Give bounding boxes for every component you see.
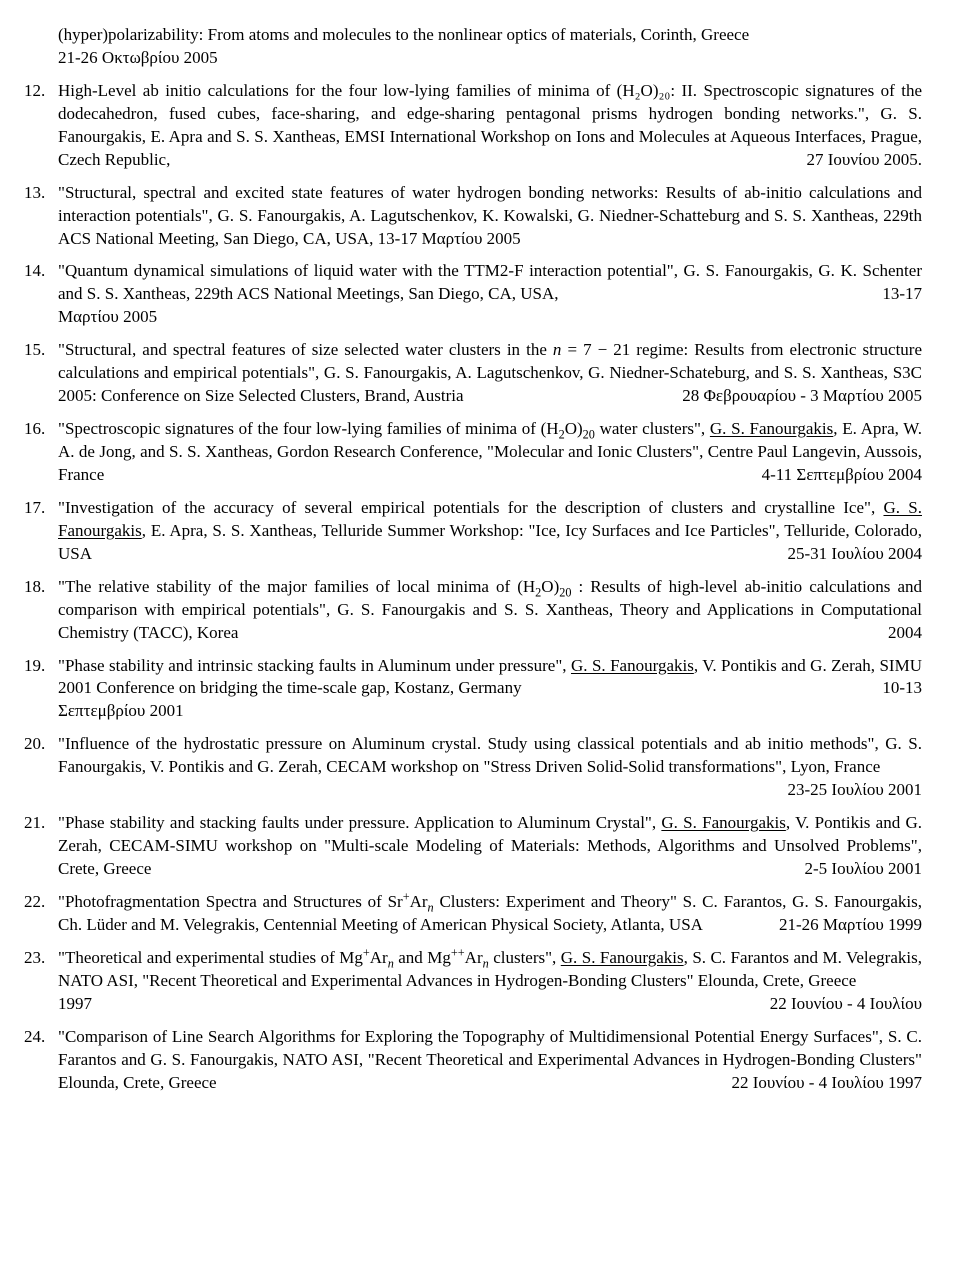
ref-date: 13-17 xyxy=(882,283,922,306)
ref-date: 2004 xyxy=(888,622,922,645)
ref-item-23: "Theoretical and experimental studies of… xyxy=(24,947,922,1016)
ref-date: 10-13 xyxy=(882,677,922,700)
reference-list: High-Level ab initio calculations for th… xyxy=(24,80,922,1095)
ref-item-21: "Phase stability and stacking faults und… xyxy=(24,812,922,881)
ref-item-24: "Comparison of Line Search Algorithms fo… xyxy=(24,1026,922,1095)
continuation-block: (hyper)polarizability: From atoms and mo… xyxy=(24,24,922,70)
ref-tail: 1997 xyxy=(58,994,92,1013)
ref-date: 21-26 Μαρτίου 1999 xyxy=(779,914,922,937)
ref-body: "Phase stability and stacking faults und… xyxy=(58,813,922,878)
ref-tail: Σεπτεμβρίου 2001 xyxy=(58,701,184,720)
ref-item-12: High-Level ab initio calculations for th… xyxy=(24,80,922,172)
ref-date: 22 Ιουνίου - 4 Ιουλίου 1997 xyxy=(732,1072,922,1095)
ref-item-17: "Investigation of the accuracy of severa… xyxy=(24,497,922,566)
continuation-text-b: 21-26 Οκτωβρίου 2005 xyxy=(58,48,218,67)
ref-date: 2-5 Ιουλίου 2001 xyxy=(805,858,922,881)
ref-date: 23-25 Ιουλίου 2001 xyxy=(788,779,922,802)
ref-date: 27 Ιουνίου 2005. xyxy=(806,149,922,172)
ref-date: 22 Ιουνίου - 4 Ιουλίου xyxy=(770,993,922,1016)
ref-body: "Structural, spectral and excited state … xyxy=(58,183,922,248)
ref-item-20: "Influence of the hydrostatic pressure o… xyxy=(24,733,922,802)
ref-date: 4-11 Σεπτεμβρίου 2004 xyxy=(762,464,922,487)
ref-date: 25-31 Ιουλίου 2004 xyxy=(788,543,922,566)
continuation-text-a: (hyper)polarizability: From atoms and mo… xyxy=(58,25,749,44)
ref-item-18: "The relative stability of the major fam… xyxy=(24,576,922,645)
ref-body: "Phase stability and intrinsic stacking … xyxy=(58,656,922,698)
ref-body: "Theoretical and experimental studies of… xyxy=(58,948,922,990)
ref-body: "Quantum dynamical simulations of liquid… xyxy=(58,261,922,303)
ref-item-19: "Phase stability and intrinsic stacking … xyxy=(24,655,922,724)
ref-tail: Μαρτίου 2005 xyxy=(58,307,157,326)
ref-body: "Influence of the hydrostatic pressure o… xyxy=(58,734,922,776)
ref-body: High-Level ab initio calculations for th… xyxy=(58,81,922,169)
ref-date: 28 Φεβρουαρίου - 3 Μαρτίου 2005 xyxy=(682,385,922,408)
ref-item-16: "Spectroscopic signatures of the four lo… xyxy=(24,418,922,487)
ref-body: "The relative stability of the major fam… xyxy=(58,577,922,642)
ref-item-15: "Structural, and spectral features of si… xyxy=(24,339,922,408)
ref-item-13: "Structural, spectral and excited state … xyxy=(24,182,922,251)
ref-item-22: "Photofragmentation Spectra and Structur… xyxy=(24,891,922,937)
ref-item-14: "Quantum dynamical simulations of liquid… xyxy=(24,260,922,329)
